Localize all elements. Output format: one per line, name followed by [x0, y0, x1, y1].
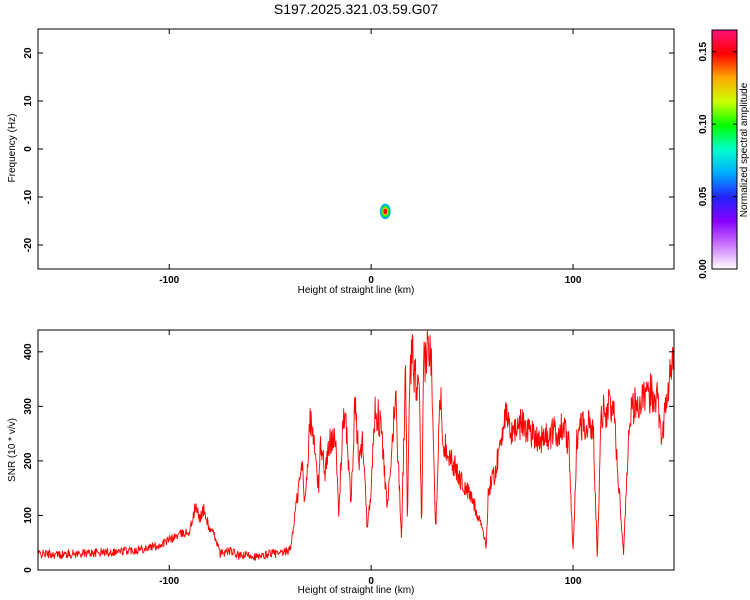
- x-tick-label: 100: [565, 275, 582, 286]
- colorbar-label: Normalized spectral amplitude: [739, 82, 750, 217]
- x-tick-label: 0: [368, 275, 374, 286]
- y-tick-label: 0: [23, 567, 34, 573]
- colorbar-ticks: 0.00 0.05 0.10 0.15: [698, 42, 737, 279]
- colorbar-tick-label: 0.10: [698, 114, 709, 134]
- x-tick-label: -100: [159, 275, 179, 286]
- y-tick-label: -20: [23, 237, 34, 252]
- snr-y-axis-label: SNR (10 * v/v): [7, 418, 18, 482]
- y-tick-label: 400: [23, 343, 34, 360]
- y-tick-label: 200: [23, 452, 34, 469]
- heatmap-y-axis-label: Frequency (Hz): [7, 114, 18, 183]
- snr-y-ticks: 0 100 200 300 400: [23, 343, 674, 573]
- snr-x-ticks: -100 0 100: [159, 330, 582, 587]
- snr-panel: -100 0 100 0 100 200 300 400 Height of straigh…: [7, 329, 675, 596]
- snr-line: [38, 330, 674, 561]
- y-tick-label: 20: [23, 47, 34, 59]
- x-tick-label: 0: [368, 576, 374, 587]
- snr-series: [38, 330, 674, 561]
- x-tick-label: 100: [565, 576, 582, 587]
- colorbar-scale: [711, 29, 738, 270]
- y-tick-label: 300: [23, 398, 34, 415]
- y-tick-label: 0: [23, 146, 34, 152]
- colorbar-tick-label: 0.15: [698, 42, 709, 62]
- y-tick-label: 100: [23, 507, 34, 524]
- x-tick-label: -100: [159, 576, 179, 587]
- heatmap-y-ticks: -20 -10 0 10 20: [23, 47, 674, 252]
- y-tick-label: -10: [23, 189, 34, 204]
- heatmap-peak: [379, 203, 391, 220]
- snr-frame: [37, 329, 675, 571]
- heatmap-x-ticks: -100 0 100: [159, 29, 582, 286]
- colorbar-tick-label: 0.05: [698, 186, 709, 206]
- colorbar: 0.00 0.05 0.10 0.15 Normalized spectral amp…: [698, 29, 750, 279]
- peak-mark: [383, 208, 388, 214]
- y-tick-label: 10: [23, 95, 34, 107]
- heatmap-x-axis-label: Height of straight line (km): [298, 285, 415, 296]
- chart-title: S197.2025.321.03.59.G07: [274, 1, 438, 17]
- snr-x-axis-label: Height of straight line (km): [298, 585, 415, 596]
- heatmap-field: [38, 29, 674, 269]
- colorbar-tick-label: 0.00: [698, 259, 709, 279]
